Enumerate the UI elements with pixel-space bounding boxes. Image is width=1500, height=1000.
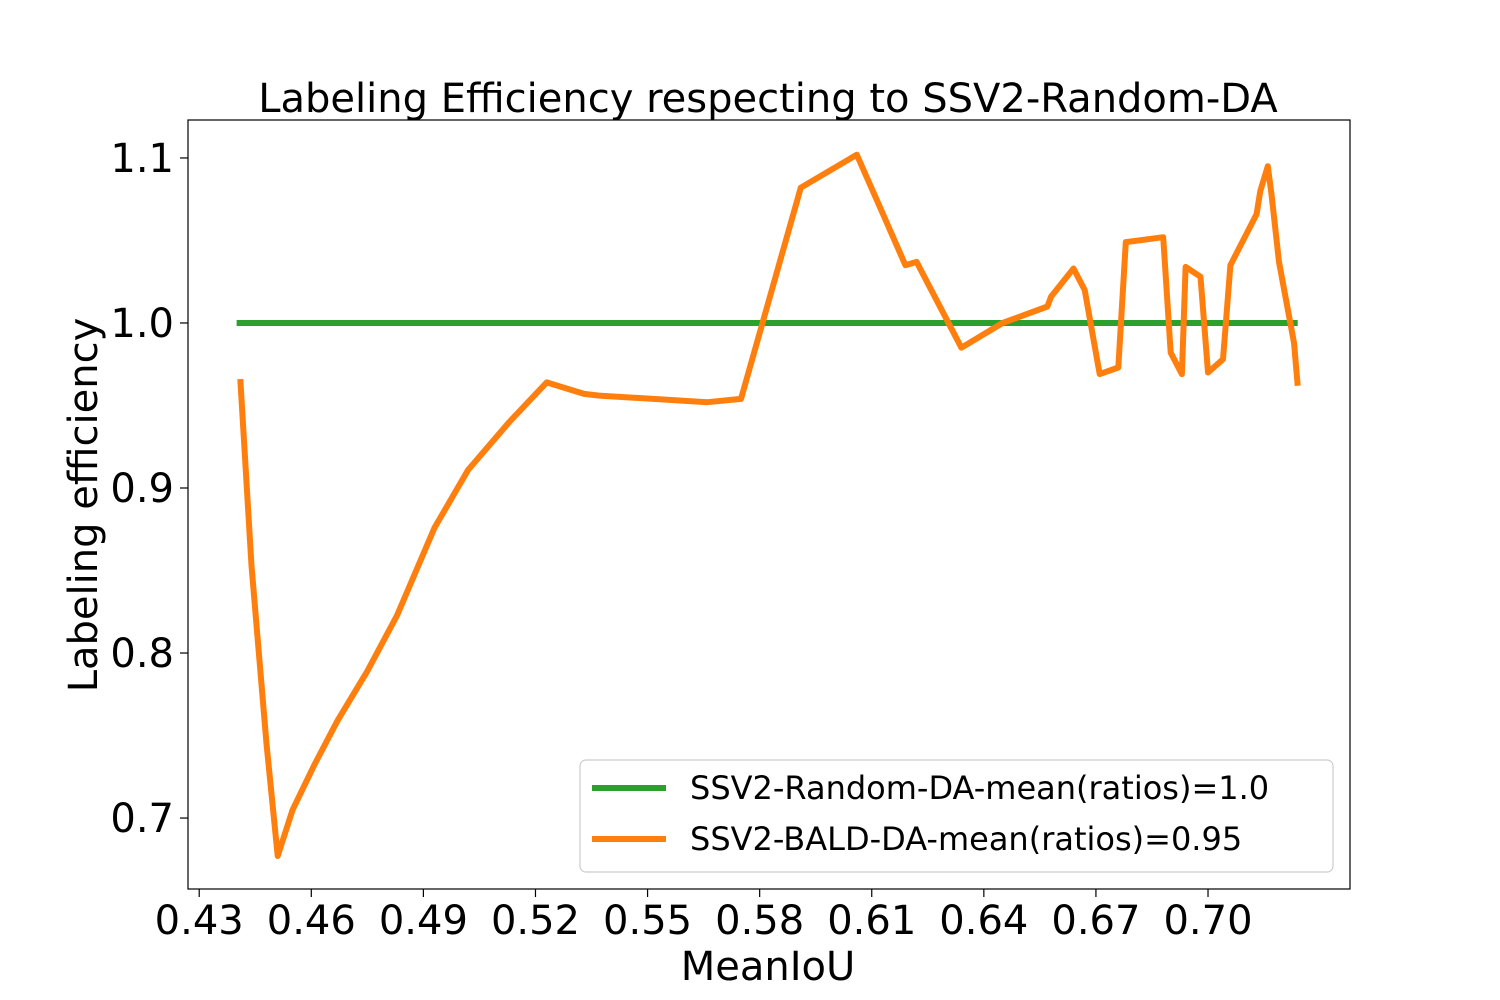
series-layer [236, 151, 1301, 859]
x-axis: 0.43 0.46 0.49 0.52 0.55 0.58 0.61 0.64 0.67 0.70 [155, 889, 1253, 944]
legend-label: SSV2-Random-DA-mean(ratios)=1.0 [690, 769, 1269, 807]
x-axis-label: MeanIoU [681, 944, 856, 990]
y-tick-label: 1.1 [110, 136, 174, 182]
x-tick-label: 0.52 [491, 898, 580, 944]
y-tick-label: 0.8 [110, 631, 174, 677]
x-tick-label: 0.61 [827, 898, 916, 944]
y-tick-label: 0.7 [110, 796, 174, 842]
x-tick-label: 0.58 [715, 898, 804, 944]
x-tick-label: 0.70 [1163, 898, 1252, 944]
x-tick-label: 0.64 [939, 898, 1028, 944]
x-tick-label: 0.46 [267, 898, 356, 944]
y-tick-label: 1.0 [110, 301, 174, 347]
x-tick-label: 0.55 [603, 898, 692, 944]
axes-frame [187, 119, 1351, 890]
series-line-2 [237, 151, 1301, 859]
y-tick-label: 0.9 [110, 466, 174, 512]
x-tick-label: 0.43 [155, 898, 244, 944]
legend-box [579, 759, 1334, 873]
y-axis-label: Labeling efficiency [61, 318, 107, 693]
legend-label: SSV2-BALD-DA-mean(ratios)=0.95 [690, 820, 1242, 858]
y-axis: 0.7 0.8 0.9 1.0 1.1 [110, 136, 188, 842]
x-tick-label: 0.67 [1051, 898, 1140, 944]
x-tick-label: 0.49 [379, 898, 468, 944]
chart-title: Labeling Efficiency respecting to SSV2-R… [258, 76, 1278, 122]
plot-area [187, 119, 1351, 890]
legend: SSV2-Random-DA-mean(ratios)=1.0 SSV2-BALD… [579, 759, 1334, 873]
